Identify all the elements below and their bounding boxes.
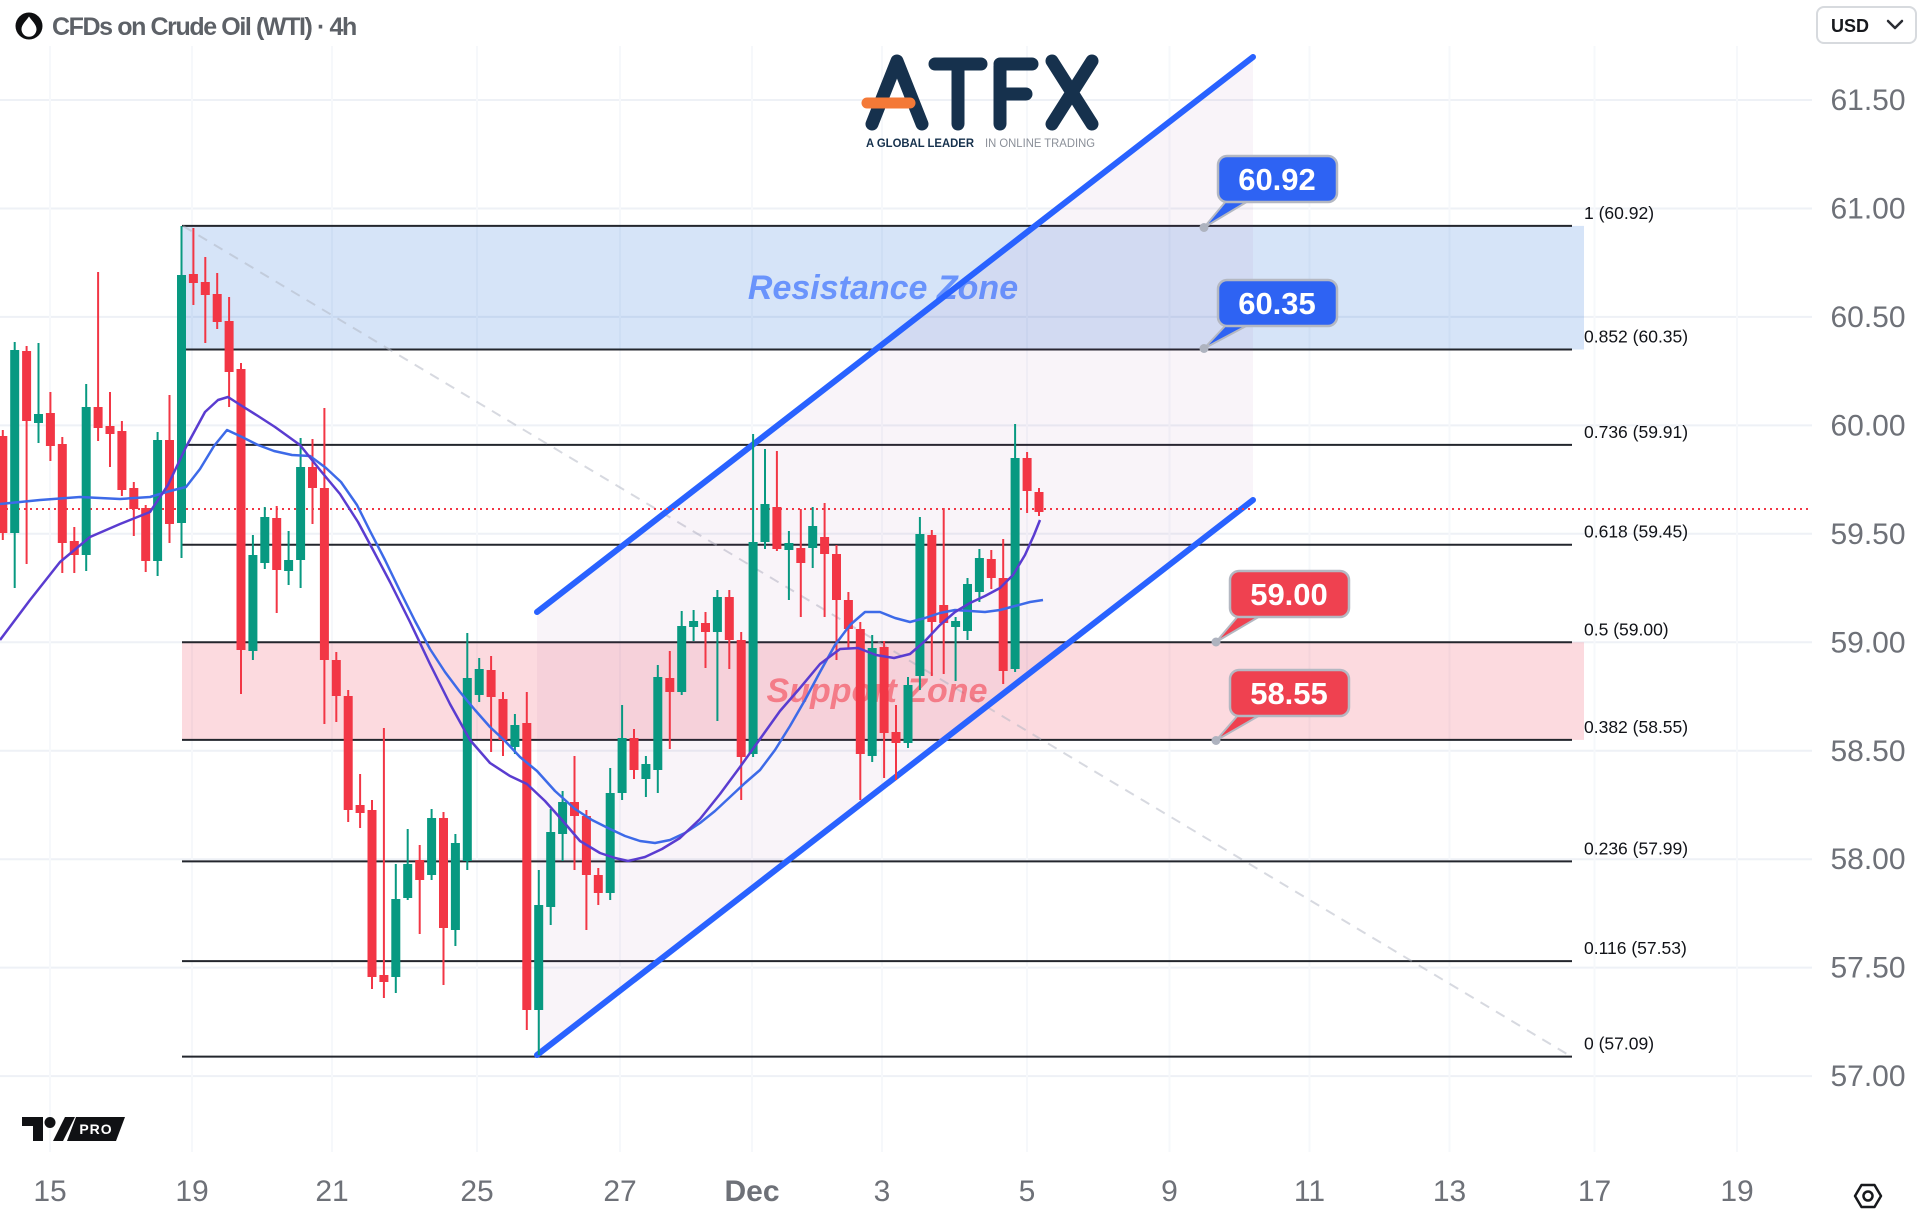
svg-text:57.50: 57.50: [1830, 952, 1905, 985]
svg-text:19: 19: [175, 1175, 208, 1208]
svg-text:5: 5: [1019, 1175, 1036, 1208]
svg-text:58.50: 58.50: [1830, 735, 1905, 768]
svg-text:0.382 (58.55): 0.382 (58.55): [1584, 717, 1688, 737]
svg-text:13: 13: [1433, 1175, 1466, 1208]
svg-text:27: 27: [603, 1175, 636, 1208]
svg-text:0.116 (57.53): 0.116 (57.53): [1584, 938, 1687, 958]
svg-text:59.00: 59.00: [1830, 626, 1905, 659]
svg-text:9: 9: [1161, 1175, 1178, 1208]
svg-text:60.35: 60.35: [1238, 286, 1316, 321]
svg-text:0 (57.09): 0 (57.09): [1584, 1034, 1654, 1054]
svg-text:0.852 (60.35): 0.852 (60.35): [1584, 327, 1688, 347]
svg-text:0.236 (57.99): 0.236 (57.99): [1584, 838, 1688, 858]
svg-text:0.5 (59.00): 0.5 (59.00): [1584, 619, 1669, 639]
svg-text:IN ONLINE TRADING: IN ONLINE TRADING: [985, 136, 1095, 150]
svg-text:61.50: 61.50: [1830, 84, 1905, 117]
svg-text:CFDs on Crude Oil (WTI) · 4h: CFDs on Crude Oil (WTI) · 4h: [52, 13, 356, 41]
svg-text:1 (60.92): 1 (60.92): [1584, 203, 1654, 223]
svg-text:21: 21: [315, 1175, 348, 1208]
svg-text:19: 19: [1720, 1175, 1753, 1208]
svg-text:58.55: 58.55: [1250, 676, 1328, 711]
svg-text:PRO: PRO: [79, 1121, 112, 1137]
svg-text:15: 15: [33, 1175, 66, 1208]
svg-text:17: 17: [1578, 1175, 1611, 1208]
svg-text:0.618 (59.45): 0.618 (59.45): [1584, 522, 1688, 542]
svg-text:59.50: 59.50: [1830, 518, 1905, 551]
svg-text:61.00: 61.00: [1830, 193, 1905, 226]
svg-text:USD: USD: [1831, 16, 1869, 36]
svg-text:60.50: 60.50: [1830, 301, 1905, 334]
svg-text:A GLOBAL LEADER: A GLOBAL LEADER: [866, 136, 974, 150]
svg-text:57.00: 57.00: [1830, 1060, 1905, 1093]
svg-text:60.00: 60.00: [1830, 409, 1905, 442]
svg-text:60.92: 60.92: [1238, 162, 1316, 197]
svg-text:0.736 (59.91): 0.736 (59.91): [1584, 422, 1688, 442]
svg-text:58.00: 58.00: [1830, 843, 1905, 876]
svg-text:Support Zone: Support Zone: [767, 672, 988, 710]
svg-text:11: 11: [1294, 1175, 1325, 1208]
svg-text:59.00: 59.00: [1250, 577, 1328, 612]
svg-text:Resistance Zone: Resistance Zone: [748, 269, 1018, 307]
svg-text:Dec: Dec: [724, 1175, 779, 1208]
svg-text:25: 25: [460, 1175, 493, 1208]
svg-text:3: 3: [874, 1175, 891, 1208]
